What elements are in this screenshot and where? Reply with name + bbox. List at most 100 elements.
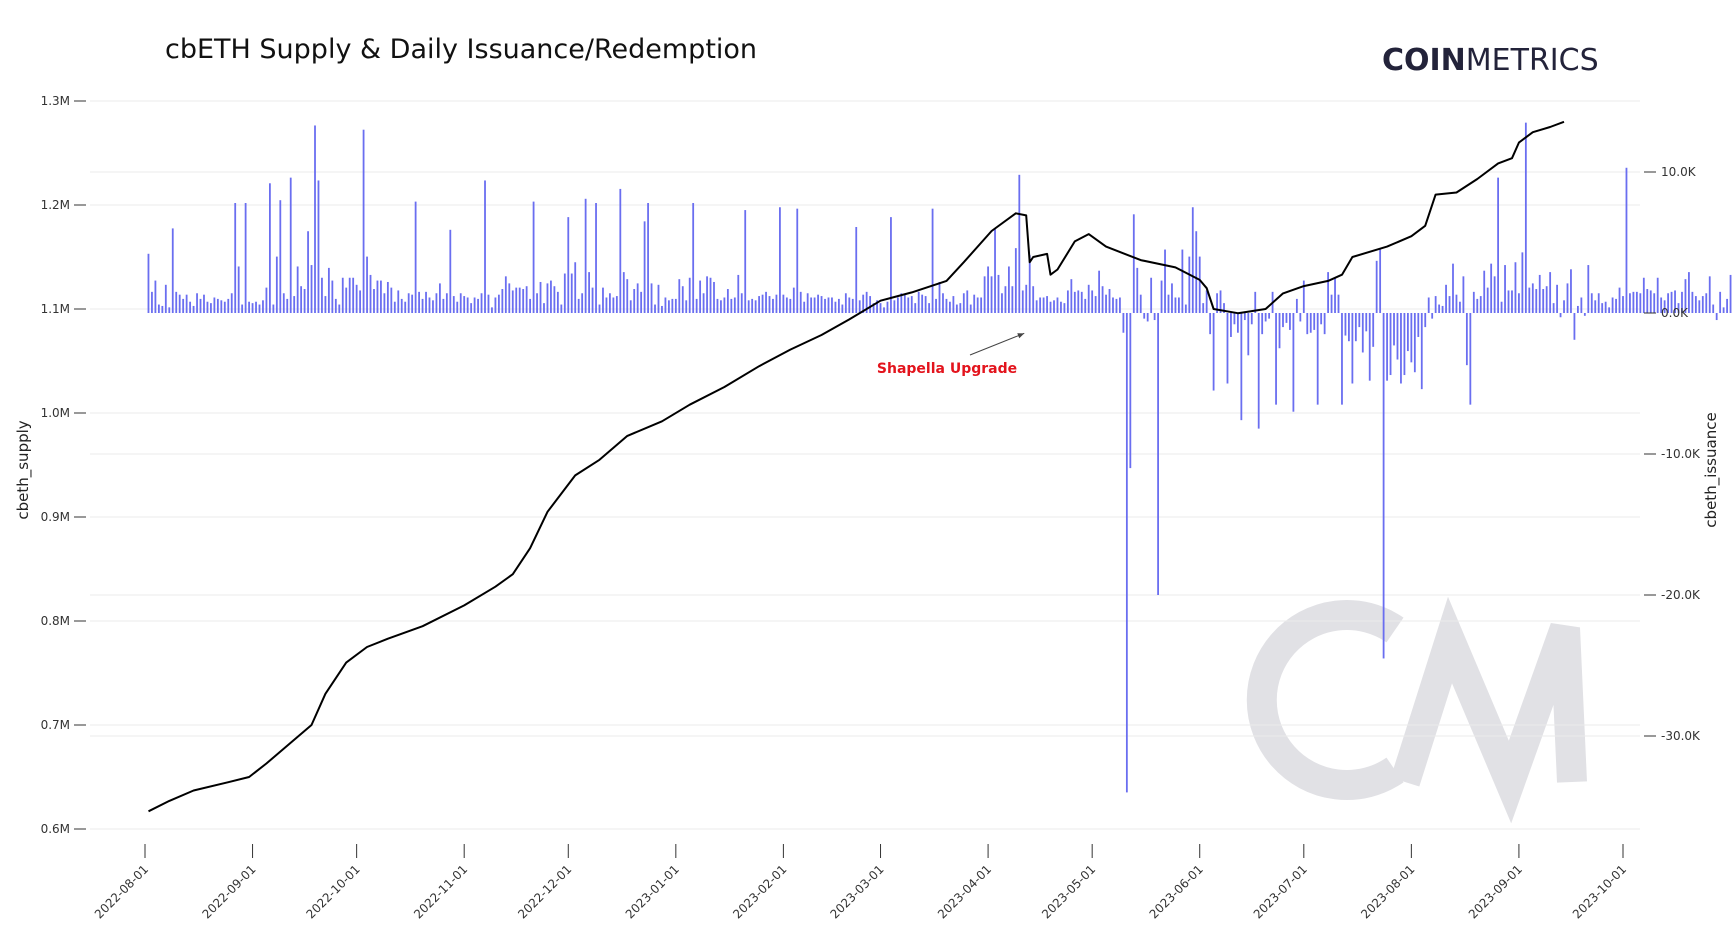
- issuance-bar: [1452, 263, 1454, 313]
- issuance-bar: [1608, 307, 1611, 313]
- issuance-bar: [1646, 289, 1649, 313]
- issuance-bar: [1077, 290, 1080, 313]
- issuance-bar: [1014, 248, 1017, 313]
- issuance-bar: [560, 304, 563, 313]
- issuance-bar: [720, 300, 722, 313]
- issuance-bar: [1497, 177, 1499, 313]
- issuance-bar: [796, 208, 799, 313]
- issuance-bar: [740, 293, 743, 313]
- issuance-bar: [1032, 286, 1035, 313]
- issuance-bar: [1091, 290, 1094, 313]
- issuance-bar: [272, 304, 275, 313]
- issuance-bar: [900, 293, 903, 313]
- issuance-bar: [768, 296, 771, 313]
- issuance-bar: [779, 207, 781, 313]
- issuance-bar: [1542, 289, 1545, 313]
- x-tick-label: 2023-06-01: [1147, 862, 1206, 921]
- issuance-bar: [1469, 313, 1472, 405]
- issuance-bar: [355, 284, 358, 313]
- issuance-bar: [1684, 279, 1687, 313]
- issuance-bar: [595, 203, 597, 313]
- issuance-bar: [827, 297, 830, 313]
- issuance-bar: [352, 277, 355, 313]
- issuance-bar: [1042, 297, 1045, 313]
- issuance-bar: [928, 303, 931, 313]
- issuance-bar: [262, 300, 264, 313]
- supply-line: [148, 120, 1565, 813]
- issuance-bar: [487, 294, 490, 313]
- issuance-bar: [1056, 297, 1059, 313]
- issuance-bar: [799, 291, 802, 313]
- issuance-bar: [806, 293, 809, 313]
- issuance-bar: [1570, 269, 1572, 313]
- issuance-bar: [407, 293, 410, 313]
- issuance-bar: [442, 298, 445, 313]
- issuance-bar: [1098, 270, 1101, 313]
- issuance-bar: [1348, 313, 1350, 342]
- issuance-bar: [935, 298, 937, 313]
- issuance-bar: [303, 289, 306, 313]
- issuance-bar: [1521, 252, 1524, 313]
- issuance-bar: [1073, 291, 1076, 313]
- issuance-bar: [484, 180, 486, 313]
- issuance-bar: [1257, 313, 1260, 429]
- issuance-bar: [380, 280, 382, 313]
- coinmetrics-logo: COINMETRICS: [1382, 43, 1599, 78]
- issuance-bar: [1018, 174, 1021, 313]
- issuance-bar: [1434, 296, 1437, 313]
- issuance-bar: [1476, 298, 1479, 313]
- y-right-tick-label: -10.0K: [1661, 447, 1701, 461]
- issuance-bar: [1632, 291, 1635, 313]
- issuance-bar: [813, 297, 816, 313]
- issuance-bar: [1361, 313, 1364, 353]
- logo-bold-part: COIN: [1382, 43, 1466, 78]
- issuance-bar: [1230, 313, 1232, 337]
- x-tick-label: 2022-12-01: [515, 862, 574, 921]
- issuance-bar: [851, 298, 854, 313]
- issuance-bar: [1389, 313, 1392, 376]
- issuance-bar: [421, 298, 424, 313]
- issuance-bar: [785, 297, 788, 313]
- issuance-bar: [1313, 313, 1316, 330]
- issuance-bar: [615, 296, 618, 313]
- issuance-bar: [869, 296, 872, 313]
- issuance-bar: [556, 291, 559, 313]
- issuance-bar: [959, 303, 962, 313]
- issuance-bar: [1427, 297, 1430, 313]
- issuance-bar: [994, 228, 996, 313]
- issuance-bar: [1455, 294, 1458, 313]
- issuance-bar: [1243, 313, 1246, 321]
- issuance-bar: [1053, 300, 1055, 313]
- issuance-bar: [182, 298, 185, 313]
- issuance-bar: [289, 177, 292, 313]
- issuance-bar: [1698, 300, 1701, 313]
- issuance-bar: [543, 303, 545, 313]
- issuance-bar: [1153, 313, 1156, 321]
- issuance-bar: [1504, 265, 1506, 313]
- issuance-bar: [1566, 283, 1569, 313]
- issuance-bar: [702, 293, 705, 313]
- issuance-bar: [612, 297, 615, 313]
- issuance-bar: [907, 297, 910, 313]
- issuance-bar: [910, 296, 913, 313]
- issuance-bar: [157, 304, 160, 313]
- issuance-bar: [1618, 287, 1621, 313]
- issuance-bar: [1164, 249, 1166, 313]
- issuance-bar: [952, 296, 955, 313]
- issuance-bar: [296, 266, 299, 313]
- issuance-bar: [1320, 313, 1323, 325]
- issuance-bar: [1139, 294, 1142, 313]
- issuance-bar: [1708, 276, 1711, 313]
- issuance-bar: [1261, 313, 1264, 335]
- issuance-bar: [390, 287, 393, 313]
- issuance-bar: [452, 296, 455, 313]
- issuance-bar: [1559, 313, 1562, 318]
- issuance-bar: [1327, 272, 1329, 313]
- issuance-bar: [373, 289, 375, 313]
- issuance-bar: [1094, 296, 1097, 313]
- issuance-bar: [1563, 300, 1565, 313]
- issuance-bar: [1448, 296, 1451, 313]
- issuance-bar: [404, 301, 407, 313]
- issuance-bar: [896, 297, 899, 313]
- issuance-bar: [1070, 279, 1073, 313]
